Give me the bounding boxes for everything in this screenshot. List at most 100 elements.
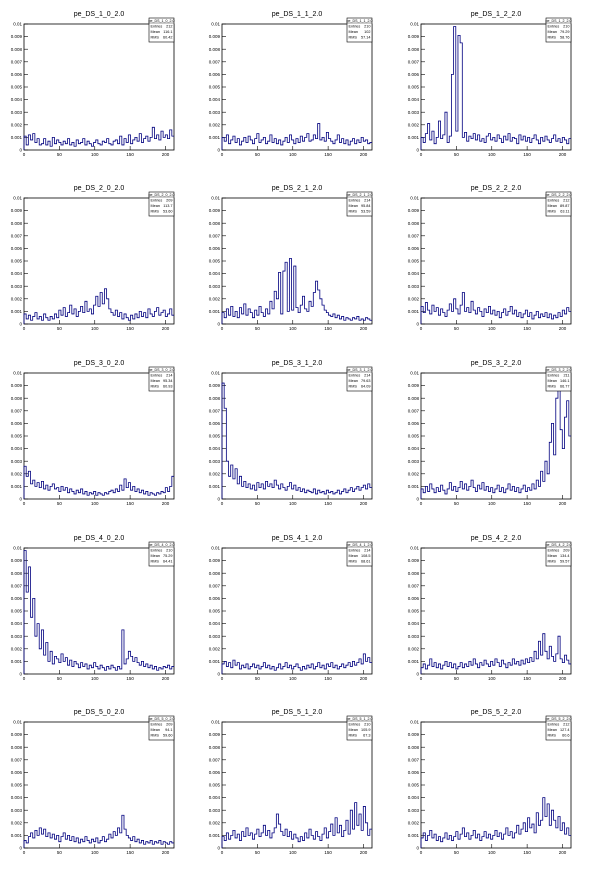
y-tick-label: 0.009 <box>408 732 420 737</box>
stats-label-entries: Entries <box>548 25 560 29</box>
stats-value-rms: 60.93 <box>163 385 173 389</box>
y-tick-label: 0.008 <box>408 221 420 226</box>
y-tick-label: 0.002 <box>11 471 23 476</box>
stats-label-rms: RMS <box>349 36 358 40</box>
x-tick-label: 150 <box>324 152 332 157</box>
y-tick-label: 0.005 <box>209 434 221 439</box>
stats-value-mean: 146.1 <box>560 379 570 383</box>
stats-label-mean: Mean <box>349 204 359 208</box>
chart-title: pe_DS_1_0_2.0 <box>74 11 125 18</box>
y-tick-label: 0.008 <box>11 745 23 750</box>
histogram-series <box>23 126 174 150</box>
y-tick-label: 0.007 <box>408 408 420 413</box>
y-tick-label: 0.008 <box>11 571 23 576</box>
stats-box <box>346 17 373 43</box>
stats-value-mean: 105.9 <box>361 728 371 732</box>
x-tick-label: 0 <box>23 501 26 506</box>
y-tick-label: 0.008 <box>209 745 221 750</box>
y-tick-label: 0.005 <box>408 259 420 264</box>
x-tick-label: 50 <box>255 676 261 681</box>
chart-title: pe_DS_4_2_2.0 <box>471 535 522 542</box>
plot-frame <box>420 197 572 325</box>
stats-name: pe_DS_2_1_2.0 <box>347 193 373 197</box>
y-tick-label: 0.007 <box>209 583 221 588</box>
x-tick-label: 50 <box>255 501 261 506</box>
y-tick-label: 0.005 <box>11 783 23 788</box>
chart-panel: pe_DS_4_1_2.0 0 0.001 0.002 0.003 0.004 0.005 0… <box>209 535 373 681</box>
stats-label-mean: Mean <box>548 728 558 732</box>
y-tick-label: 0.001 <box>209 135 221 140</box>
y-tick-label: 0.008 <box>209 221 221 226</box>
y-tick-label: 0.002 <box>408 122 420 127</box>
y-tick-label: 0.01 <box>410 371 419 376</box>
chart-panel: pe_DS_4_0_2.0 0 0.001 0.002 0.003 0.004 0.005 0… <box>11 535 175 681</box>
x-tick-label: 100 <box>289 850 297 855</box>
y-tick-label: 0.008 <box>209 571 221 576</box>
y-tick-label: 0.009 <box>209 208 221 213</box>
stats-box <box>148 715 175 741</box>
stats-box <box>346 715 373 741</box>
stats-name: pe_DS_5_0_2.0 <box>149 717 175 721</box>
y-tick-label: 0.009 <box>11 34 23 39</box>
stats-box <box>346 541 373 567</box>
stats-label-entries: Entries <box>349 374 361 378</box>
x-tick-label: 200 <box>360 501 368 506</box>
stats-value-mean: 89.87 <box>560 204 570 208</box>
y-tick-label: 0 <box>416 846 419 851</box>
plot-frame <box>23 197 175 325</box>
y-tick-label: 0.001 <box>209 833 221 838</box>
y-tick-label: 0.001 <box>209 484 221 489</box>
x-tick-label: 200 <box>360 152 368 157</box>
stats-label-rms: RMS <box>151 560 160 564</box>
stats-label-entries: Entries <box>349 549 361 553</box>
stats-value-entries: 210 <box>166 549 172 553</box>
y-tick-label: 0.002 <box>408 646 420 651</box>
y-tick-label: 0.001 <box>209 309 221 314</box>
y-tick-label: 0.006 <box>209 421 221 426</box>
x-tick-label: 150 <box>126 152 134 157</box>
y-tick-label: 0.001 <box>408 135 420 140</box>
stats-name: pe_DS_3_2_2.0 <box>546 368 572 372</box>
stats-label-mean: Mean <box>151 728 161 732</box>
histogram-series <box>420 385 571 499</box>
x-tick-label: 200 <box>162 326 170 331</box>
stats-label-entries: Entries <box>548 549 560 553</box>
stats-value-mean: 127.4 <box>560 728 570 732</box>
y-tick-label: 0.002 <box>11 296 23 301</box>
y-tick-label: 0.009 <box>408 558 420 563</box>
histogram-series <box>23 814 174 848</box>
y-tick-label: 0 <box>416 322 419 327</box>
stats-name: pe_DS_1_2_2.0 <box>546 19 572 23</box>
y-tick-label: 0.005 <box>11 259 23 264</box>
stats-label-entries: Entries <box>151 723 163 727</box>
stats-label-rms: RMS <box>548 210 557 214</box>
chart-panel: pe_DS_1_1_2.0 0 0.001 0.002 0.003 0.004 0.005 0… <box>209 11 373 157</box>
y-tick-label: 0.006 <box>11 72 23 77</box>
stats-value-mean: 95.84 <box>361 204 371 208</box>
stats-label-mean: Mean <box>349 30 359 34</box>
x-tick-label: 0 <box>23 676 26 681</box>
y-tick-label: 0.006 <box>209 72 221 77</box>
y-tick-label: 0.006 <box>408 246 420 251</box>
stats-value-entries: 209 <box>166 723 172 727</box>
x-tick-label: 50 <box>255 152 261 157</box>
y-tick-label: 0.009 <box>408 34 420 39</box>
plot-frame <box>420 372 572 500</box>
chart-title: pe_DS_2_0_2.0 <box>74 185 125 192</box>
y-tick-label: 0.007 <box>408 583 420 588</box>
chart-title: pe_DS_3_1_2.0 <box>272 360 323 367</box>
stats-value-entries: 212 <box>166 25 172 29</box>
y-tick-label: 0 <box>19 672 22 677</box>
x-tick-label: 50 <box>454 152 460 157</box>
stats-box <box>148 541 175 567</box>
histogram-series <box>23 288 174 324</box>
y-tick-label: 0.003 <box>209 110 221 115</box>
stats-box <box>148 366 175 392</box>
y-tick-label: 0.002 <box>408 471 420 476</box>
chart-title: pe_DS_3_2_2.0 <box>471 360 522 367</box>
stats-value-rms: 58.76 <box>560 36 570 40</box>
stats-label-mean: Mean <box>548 204 558 208</box>
x-tick-label: 50 <box>57 676 63 681</box>
y-tick-label: 0.006 <box>11 421 23 426</box>
